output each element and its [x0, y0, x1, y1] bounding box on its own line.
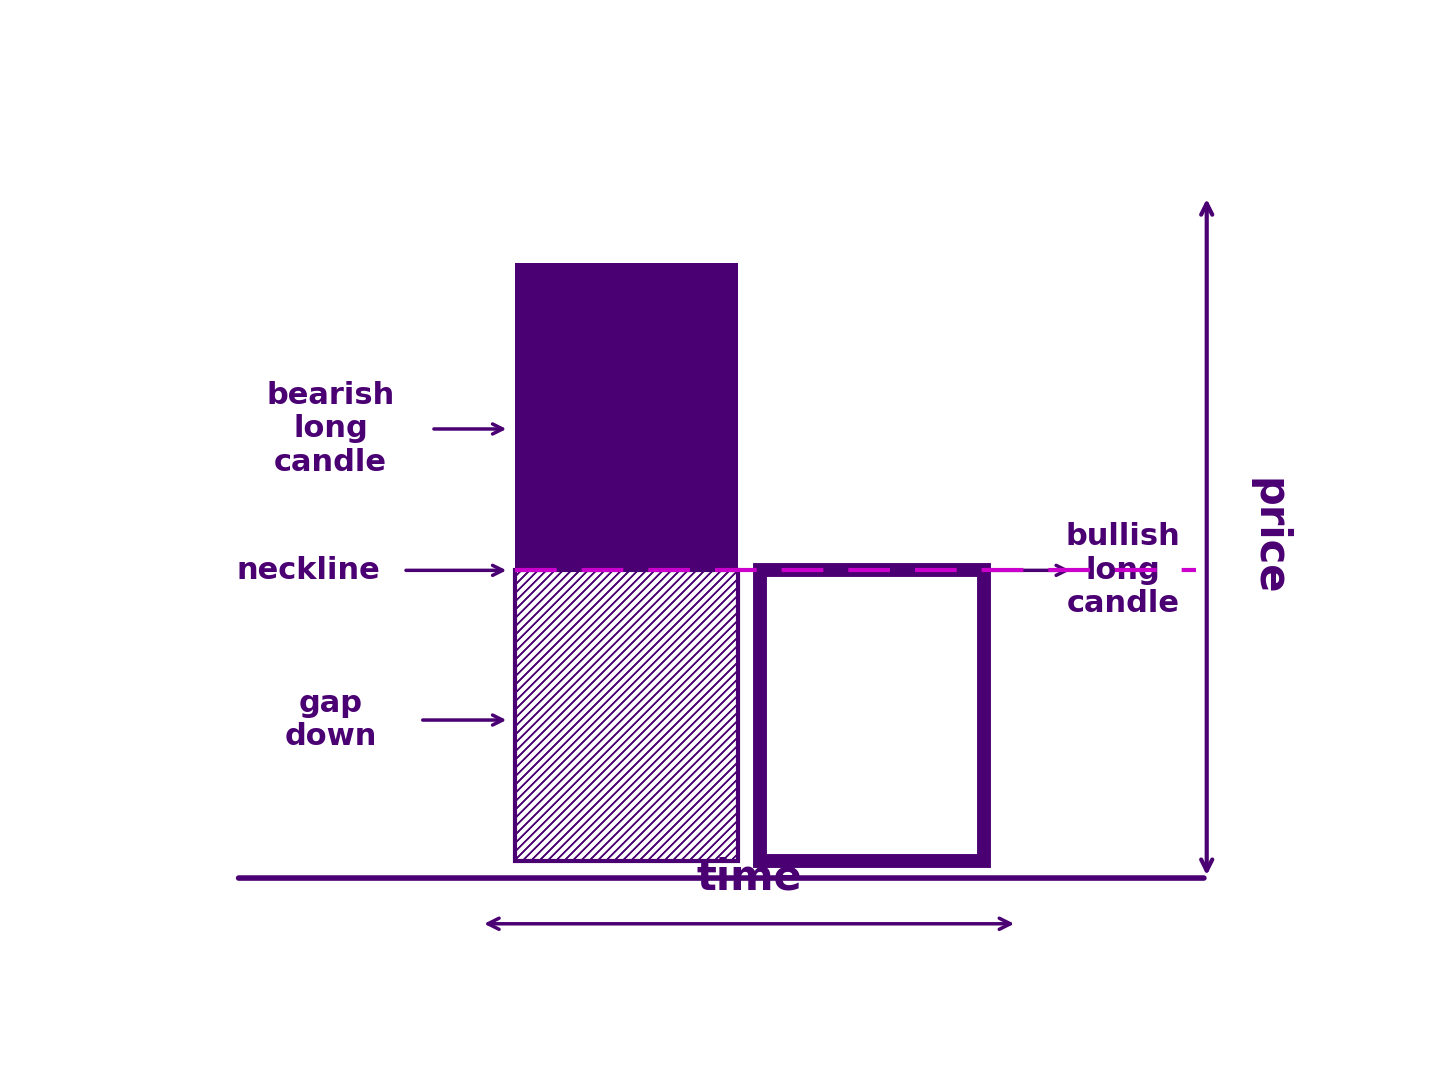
Text: gap
down: gap down	[285, 689, 377, 752]
Text: bearish
long
candle: bearish long candle	[266, 381, 395, 477]
Text: time: time	[697, 856, 802, 899]
Bar	[760, 570, 984, 862]
Bar	[516, 262, 739, 570]
Bar	[513, 570, 736, 862]
Text: bullish
long
candle: bullish long candle	[1066, 523, 1181, 619]
Bar	[517, 570, 740, 862]
Bar	[516, 570, 739, 862]
Text: price: price	[1247, 478, 1289, 596]
Text: neckline: neckline	[236, 556, 380, 585]
